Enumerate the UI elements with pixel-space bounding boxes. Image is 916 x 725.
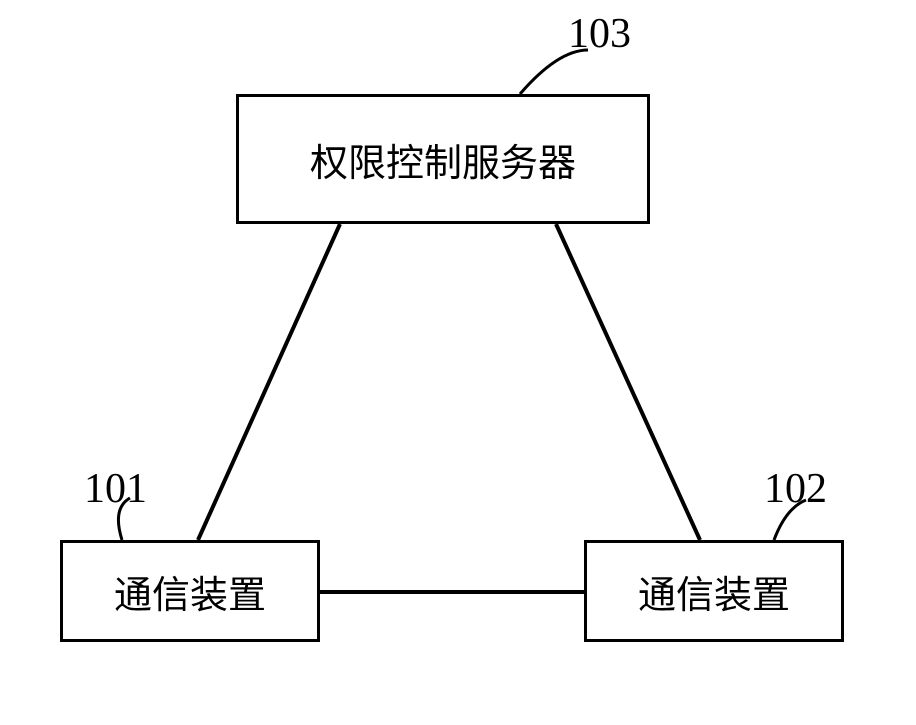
device-right-box: 通信装置 (584, 540, 844, 642)
server-box: 权限控制服务器 (236, 94, 650, 224)
edge-line (556, 224, 700, 540)
server-ref-label: 103 (568, 10, 631, 58)
device-left-box: 通信装置 (60, 540, 320, 642)
edge-line (198, 224, 340, 540)
device-right-ref-label: 102 (764, 465, 827, 513)
device-right-box-text: 通信装置 (638, 564, 790, 619)
diagram-canvas: 权限控制服务器 通信装置 通信装置 103 101 102 (0, 0, 916, 725)
device-left-ref-label: 101 (84, 465, 147, 513)
server-box-text: 权限控制服务器 (310, 132, 576, 187)
device-left-box-text: 通信装置 (114, 564, 266, 619)
